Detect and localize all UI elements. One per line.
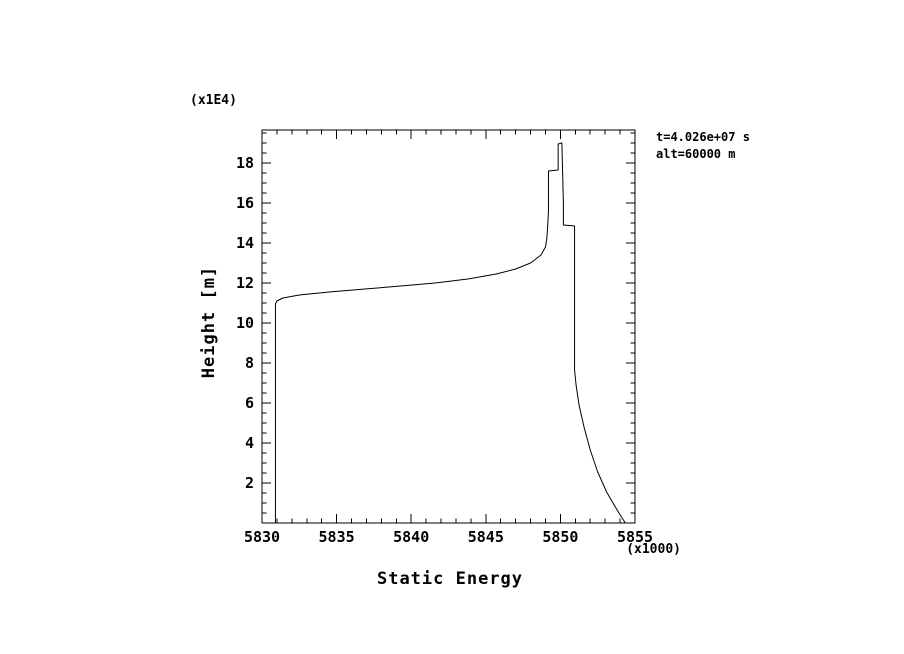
x-tick-label: 5845 bbox=[468, 528, 504, 546]
y-tick-label: 8 bbox=[245, 354, 254, 372]
x-tick-label: 5855 bbox=[617, 528, 653, 546]
x-tick-labels: 5830 5835 5840 5845 5850 5855 bbox=[244, 528, 653, 546]
plot-frame-rect bbox=[261, 129, 636, 524]
y-tick-label: 4 bbox=[245, 434, 254, 452]
y-tick-labels: 2 4 6 8 10 12 14 16 18 bbox=[236, 154, 254, 492]
x-tick-label: 5840 bbox=[393, 528, 429, 546]
y-tick-label: 18 bbox=[236, 154, 254, 172]
axis-ticks bbox=[261, 130, 636, 523]
plot-frame bbox=[261, 129, 636, 524]
y-tick-label: 2 bbox=[245, 474, 254, 492]
annotation-altitude: alt=60000 m bbox=[656, 147, 735, 161]
x-axis-scale-note: (x1000) bbox=[626, 542, 681, 557]
x-tick-label: 5835 bbox=[319, 528, 355, 546]
y-tick-label: 14 bbox=[236, 234, 254, 252]
series-line-static-energy-profile bbox=[274, 142, 626, 524]
x-tick-label: 5850 bbox=[542, 528, 578, 546]
y-tick-label: 12 bbox=[236, 274, 254, 292]
y-tick-label: 16 bbox=[236, 194, 254, 212]
x-tick-label: 5830 bbox=[244, 528, 280, 546]
annotation-time: t=4.026e+07 s bbox=[656, 130, 750, 144]
y-axis-scale-note: (x1E4) bbox=[190, 93, 237, 108]
y-tick-label: 6 bbox=[245, 394, 254, 412]
profile-curve bbox=[274, 142, 626, 524]
y-axis-title: Height [m] bbox=[199, 266, 219, 378]
y-tick-label: 10 bbox=[236, 314, 254, 332]
x-axis-title: Static Energy bbox=[377, 569, 523, 589]
